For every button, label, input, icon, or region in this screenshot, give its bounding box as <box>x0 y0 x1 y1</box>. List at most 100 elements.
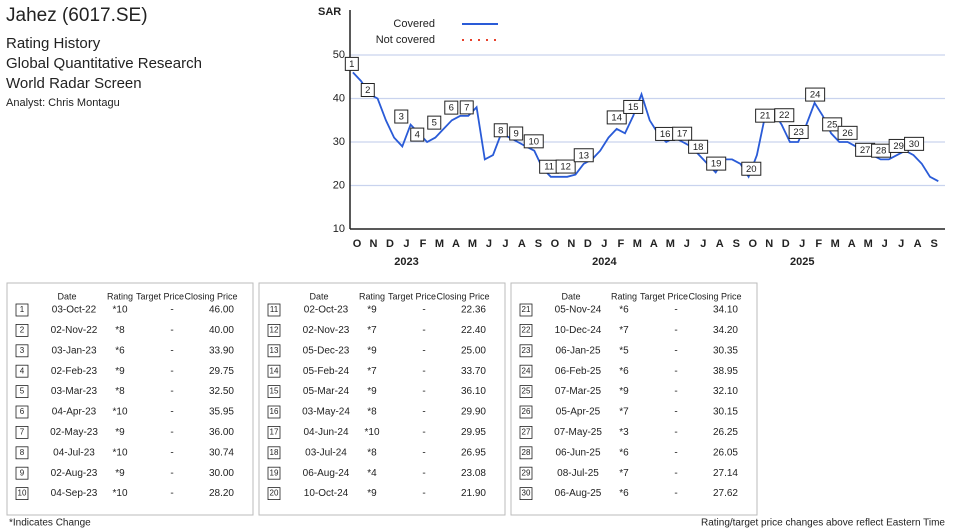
closing-price: 34.20 <box>713 325 738 336</box>
date: 05-Feb-24 <box>303 366 350 377</box>
row-number-box <box>267 385 281 399</box>
rating: *3 <box>619 427 629 438</box>
target-price: - <box>674 386 677 397</box>
closing-price: 26.25 <box>713 427 738 438</box>
closing-price: 22.40 <box>461 325 486 336</box>
title: Jahez (6017.SE) <box>6 5 148 26</box>
closing-price: 33.70 <box>461 366 486 377</box>
year-label: 2024 <box>592 256 617 268</box>
legend-label: Covered <box>393 18 435 30</box>
row-number: 20 <box>270 489 279 498</box>
target-price: - <box>170 305 173 316</box>
target-price: - <box>422 366 425 377</box>
rating-marker <box>837 125 858 140</box>
rating-marker <box>904 136 925 151</box>
column-header: Date <box>561 291 580 301</box>
date: 02-Oct-23 <box>304 305 349 316</box>
x-tick-label: O <box>353 238 362 250</box>
date: 05-Mar-24 <box>303 386 350 397</box>
target-price: - <box>422 345 425 356</box>
rating: *6 <box>619 366 629 377</box>
closing-price: 26.05 <box>713 447 738 458</box>
closing-price: 21.90 <box>461 488 486 499</box>
legend-label: Not covered <box>376 34 435 46</box>
rating-marker-label: 23 <box>793 127 804 138</box>
x-tick-label: M <box>831 238 840 250</box>
rating: *4 <box>367 468 377 479</box>
row-number: 16 <box>270 407 279 416</box>
date: 06-Aug-24 <box>303 468 350 479</box>
x-tick-label: J <box>799 238 805 250</box>
rating-marker <box>523 134 544 149</box>
x-tick-label: J <box>882 238 888 250</box>
rating: *9 <box>115 468 125 479</box>
x-tick-label: A <box>716 238 724 250</box>
row-number: 3 <box>20 346 25 355</box>
date: 02-Feb-23 <box>51 366 98 377</box>
closing-price: 27.62 <box>713 488 738 499</box>
row-number-box <box>15 405 29 419</box>
rating: *10 <box>112 447 127 458</box>
rating: *10 <box>112 488 127 499</box>
target-price: - <box>422 468 425 479</box>
row-number: 17 <box>270 428 279 437</box>
closing-price: 33.90 <box>209 345 234 356</box>
year-label: 2023 <box>394 256 418 268</box>
closing-price: 30.00 <box>209 468 234 479</box>
closing-price: 36.00 <box>209 427 234 438</box>
row-number-box <box>15 303 29 317</box>
closing-price: 46.00 <box>209 305 234 316</box>
rating-marker <box>509 126 524 141</box>
row-number-box <box>519 446 533 460</box>
rating-marker <box>573 148 594 163</box>
x-tick-label: J <box>502 238 508 250</box>
column-header: Closing Price <box>184 291 237 301</box>
rating: *8 <box>115 386 125 397</box>
closing-price: 30.15 <box>713 407 738 418</box>
x-tick-label: M <box>435 238 444 250</box>
row-number: 6 <box>20 407 25 416</box>
rating-marker-label: 25 <box>827 119 838 130</box>
rating-marker <box>344 56 359 71</box>
rating-marker-label: 29 <box>893 141 904 152</box>
rating: *7 <box>619 468 629 479</box>
date: 03-Jan-23 <box>51 345 96 356</box>
rating-marker <box>623 99 644 114</box>
row-number-box <box>15 487 29 501</box>
row-number: 29 <box>522 468 531 477</box>
closing-price: 29.95 <box>461 427 486 438</box>
x-tick-label: J <box>486 238 492 250</box>
column-header: Target Price <box>640 291 688 301</box>
row-number-box <box>267 323 281 337</box>
x-tick-label: S <box>733 238 740 250</box>
rating-marker <box>706 156 727 171</box>
rating-marker <box>688 139 709 154</box>
x-tick-label: A <box>452 238 460 250</box>
closing-price: 36.10 <box>461 386 486 397</box>
date: 07-Mar-25 <box>555 386 602 397</box>
rating: *9 <box>367 488 377 499</box>
target-price: - <box>674 427 677 438</box>
date: 04-Sep-23 <box>51 488 98 499</box>
subtitle: Global Quantitative Research <box>6 55 202 72</box>
closing-price: 22.36 <box>461 305 486 316</box>
row-number-box <box>519 323 533 337</box>
table-frame <box>6 282 254 516</box>
rating-marker <box>493 123 508 138</box>
target-price: - <box>422 305 425 316</box>
closing-price: 26.95 <box>461 447 486 458</box>
rating-marker <box>459 100 474 115</box>
target-price: - <box>170 407 173 418</box>
subtitle: World Radar Screen <box>6 75 142 92</box>
row-number: 25 <box>522 387 531 396</box>
row-number-box <box>519 303 533 317</box>
row-number: 9 <box>20 468 25 477</box>
closing-price: 28.20 <box>209 488 234 499</box>
row-number: 30 <box>522 489 531 498</box>
closing-price: 29.75 <box>209 366 234 377</box>
rating-marker-label: 24 <box>810 90 821 101</box>
date: 05-Apr-25 <box>556 407 601 418</box>
closing-price: 29.90 <box>461 407 486 418</box>
rating: *8 <box>367 407 377 418</box>
rating: *9 <box>115 366 125 377</box>
